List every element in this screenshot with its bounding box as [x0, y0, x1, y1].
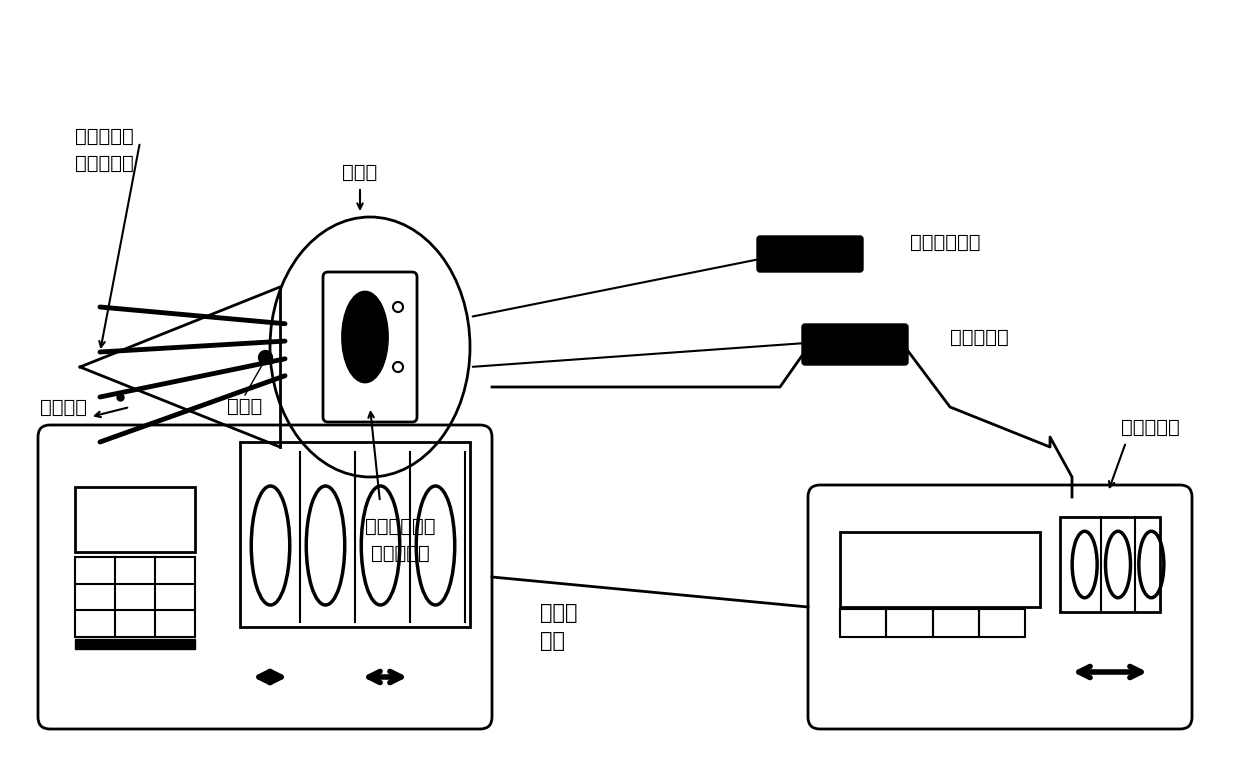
Text: 红外传触发器: 红外传触发器 [910, 232, 981, 252]
Text: 同步触发器: 同步触发器 [1121, 418, 1180, 437]
Text: 数据采
集卡: 数据采 集卡 [539, 603, 578, 651]
Bar [887, 609, 932, 637]
Bar [839, 532, 1040, 607]
FancyBboxPatch shape [756, 236, 863, 272]
Bar [74, 639, 195, 649]
Text: 旋转轴: 旋转轴 [342, 163, 378, 182]
Text: 反光纸: 反光纸 [227, 397, 263, 416]
Bar [932, 609, 978, 637]
Bar [241, 442, 470, 627]
Ellipse shape [342, 292, 387, 382]
Text: 光电传感器: 光电传感器 [950, 327, 1009, 347]
Ellipse shape [393, 302, 403, 312]
FancyBboxPatch shape [802, 324, 908, 365]
Bar [978, 609, 1025, 637]
Bar [1060, 517, 1159, 612]
Bar [839, 609, 887, 637]
Text: 转子叶片: 转子叶片 [40, 398, 87, 416]
Text: 微型高精度
压力传感器: 微型高精度 压力传感器 [74, 127, 134, 172]
Bar [74, 487, 195, 552]
Text: 固定在轴上的
数据记录器: 固定在轴上的 数据记录器 [365, 517, 435, 563]
Ellipse shape [393, 362, 403, 372]
